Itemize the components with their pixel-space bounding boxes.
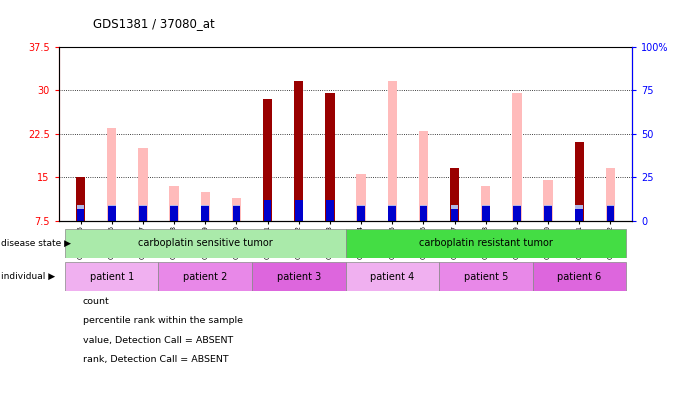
Bar xyxy=(576,209,583,221)
Bar xyxy=(450,168,460,221)
Bar xyxy=(388,205,396,221)
Bar xyxy=(295,205,303,221)
Bar xyxy=(232,206,240,221)
Text: patient 5: patient 5 xyxy=(464,272,508,281)
Bar xyxy=(574,143,584,221)
Bar xyxy=(325,93,334,221)
Bar xyxy=(295,200,303,221)
Bar xyxy=(139,205,146,221)
Bar xyxy=(263,99,272,221)
Bar xyxy=(513,205,521,221)
Bar xyxy=(357,205,365,221)
Bar xyxy=(107,128,117,221)
Bar xyxy=(357,174,366,221)
Text: GDS1381 / 37080_at: GDS1381 / 37080_at xyxy=(93,17,215,30)
Text: rank, Detection Call = ABSENT: rank, Detection Call = ABSENT xyxy=(83,355,229,364)
Bar xyxy=(294,189,303,221)
Bar xyxy=(419,205,427,221)
Bar xyxy=(169,186,179,221)
Bar xyxy=(138,148,148,221)
Text: patient 2: patient 2 xyxy=(183,272,227,281)
Bar xyxy=(545,206,552,221)
Bar xyxy=(481,186,491,221)
Text: patient 1: patient 1 xyxy=(90,272,134,281)
Text: carboplatin sensitive tumor: carboplatin sensitive tumor xyxy=(138,239,273,248)
Bar xyxy=(451,205,459,221)
Bar xyxy=(108,205,115,221)
Bar xyxy=(512,93,522,221)
Bar xyxy=(200,192,210,221)
Text: patient 6: patient 6 xyxy=(557,272,601,281)
Bar xyxy=(388,206,396,221)
Text: individual ▶: individual ▶ xyxy=(1,272,55,281)
Text: disease state ▶: disease state ▶ xyxy=(1,239,71,248)
Bar xyxy=(77,209,84,221)
Bar xyxy=(232,205,240,221)
Text: value, Detection Call = ABSENT: value, Detection Call = ABSENT xyxy=(83,336,233,345)
Bar xyxy=(201,205,209,221)
Bar xyxy=(252,262,346,291)
Bar xyxy=(606,168,615,221)
Bar xyxy=(326,200,334,221)
Bar xyxy=(388,81,397,221)
Bar xyxy=(533,262,626,291)
Bar xyxy=(439,262,533,291)
Bar xyxy=(76,177,85,221)
Bar xyxy=(65,262,158,291)
Text: patient 4: patient 4 xyxy=(370,272,415,281)
Bar xyxy=(170,205,178,221)
Text: percentile rank within the sample: percentile rank within the sample xyxy=(83,316,243,325)
Bar xyxy=(346,229,626,258)
Bar xyxy=(419,131,428,221)
Bar xyxy=(513,206,521,221)
Bar xyxy=(65,229,346,258)
Bar xyxy=(346,262,439,291)
Bar xyxy=(607,206,614,221)
Bar xyxy=(357,206,365,221)
Text: patient 3: patient 3 xyxy=(276,272,321,281)
Bar xyxy=(201,206,209,221)
Bar xyxy=(482,206,490,221)
Text: count: count xyxy=(83,297,110,306)
Bar xyxy=(419,206,427,221)
Bar xyxy=(158,262,252,291)
Bar xyxy=(543,180,553,221)
Bar xyxy=(108,206,115,221)
Bar xyxy=(231,198,241,221)
Bar xyxy=(77,205,84,221)
Bar xyxy=(294,81,303,221)
Bar xyxy=(451,209,459,221)
Bar xyxy=(264,200,272,221)
Text: carboplatin resistant tumor: carboplatin resistant tumor xyxy=(419,239,553,248)
Bar xyxy=(545,205,552,221)
Bar xyxy=(482,205,490,221)
Bar xyxy=(576,205,583,221)
Bar xyxy=(139,206,146,221)
Bar xyxy=(170,206,178,221)
Bar xyxy=(607,205,614,221)
